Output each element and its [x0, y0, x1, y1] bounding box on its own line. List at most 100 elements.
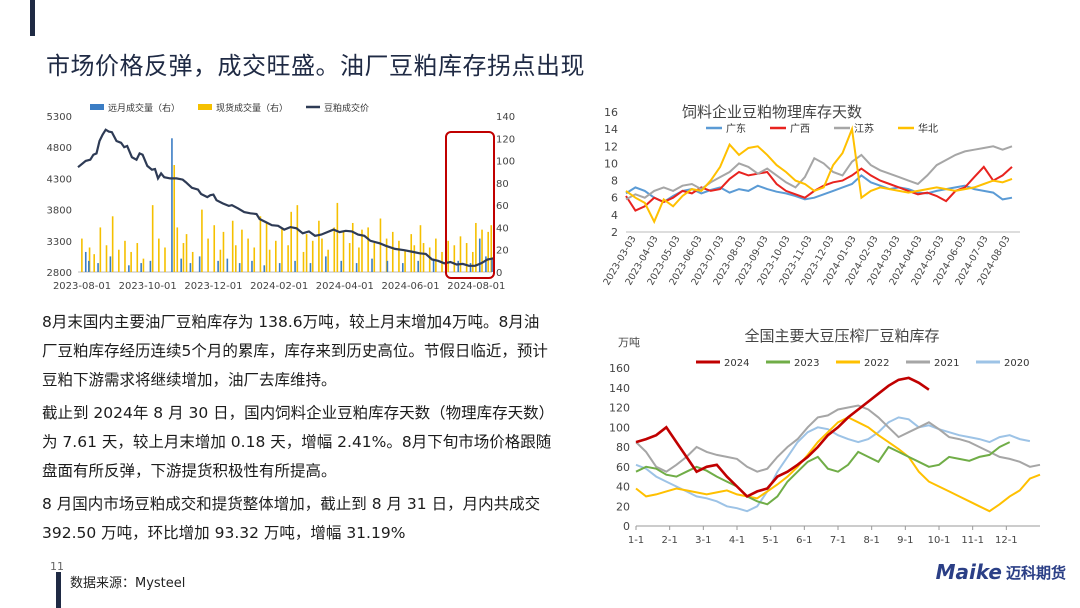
y-tick: 10	[604, 157, 618, 170]
bar-far	[128, 265, 130, 272]
bar-far	[457, 260, 460, 272]
y-right-tick: 0	[496, 268, 502, 279]
x-tick: 5-1	[762, 535, 778, 546]
bar-far	[198, 256, 201, 272]
bar-spot	[321, 238, 323, 272]
bar-spot	[358, 247, 360, 272]
legend-label: 2023	[794, 358, 819, 369]
x-tick: 9-1	[897, 535, 913, 546]
bar-far	[109, 256, 112, 272]
bar-far	[294, 260, 296, 272]
x-tick: 2023-10-01	[119, 281, 177, 292]
legend-label: 广西	[790, 123, 810, 135]
bar-spot	[234, 245, 237, 272]
legend-swatch	[90, 104, 104, 110]
x-tick: 2024-08-01	[447, 281, 505, 292]
bar-spot	[311, 240, 314, 272]
paragraph-feed-days: 截止到 2024年 8 月 30 日，国内饲料企业豆粕库存天数（物理库存天数）为…	[42, 404, 552, 480]
x-tick: 8-1	[863, 535, 879, 546]
bar-spot	[281, 227, 283, 272]
bar-spot	[268, 249, 271, 272]
x-tick: 2024-02-01	[250, 281, 308, 292]
y-tick: 6	[611, 192, 618, 205]
bar-spot	[419, 225, 422, 272]
bar-spot	[422, 243, 425, 272]
bar-far	[325, 256, 327, 272]
y-left-tick: 4300	[47, 174, 72, 185]
bar-spot	[361, 229, 363, 272]
bar-spot	[213, 225, 216, 272]
bar-spot	[158, 238, 160, 272]
y-right-tick: 140	[496, 112, 515, 123]
bar-far	[149, 260, 152, 272]
price-line	[77, 128, 494, 267]
y-tick: 4	[611, 209, 618, 222]
legend-label: 江苏	[854, 122, 874, 135]
legend-swatch	[198, 104, 212, 110]
accent-bar-bottom	[56, 572, 61, 608]
bar-far	[84, 251, 87, 272]
y-tick: 2	[611, 226, 618, 239]
bar-spot	[351, 222, 354, 272]
feed-inventory-days-chart: 饲料企业豆粕物理库存天数 广东 广西 江苏 华北 16 14 12 10 8 6 4 2 2023-03-…	[596, 96, 1030, 310]
y-right-tick: 60	[496, 201, 509, 212]
company-logo: Maike 迈科期货	[936, 560, 1066, 584]
y-tick: 20	[616, 500, 630, 513]
bar-spot	[105, 245, 108, 272]
soymeal-trade-chart: 远月成交量（右） 现货成交量（右） 豆粕成交价 5300 4800 4300 3800 330…	[42, 96, 542, 296]
bar-spot	[367, 227, 369, 272]
x-tick: 2024-04-01	[316, 281, 374, 292]
bar-spot	[185, 234, 188, 272]
bar-spot	[348, 243, 351, 272]
x-tick: 2024-06-01	[382, 281, 440, 292]
legend-label: 2022	[864, 358, 889, 369]
y-tick: 100	[609, 421, 630, 434]
bar-spot	[379, 218, 382, 272]
x-tick: 12-1	[995, 535, 1018, 546]
unit-label: 万吨	[618, 336, 640, 349]
paragraph-trade: 8 月国内市场豆粕成交和提货整体增加，截止到 8 月 31 日，月内共成交 39…	[42, 495, 541, 542]
bar-spot	[342, 231, 345, 272]
analysis-text: 8月末国内主要油厂豆粕库存为 138.6万吨，较上月末增加4万吨。8月油厂豆粕库…	[42, 308, 554, 552]
x-tick: 10-1	[928, 535, 951, 546]
bar-spot	[333, 227, 336, 272]
y-tick: 60	[616, 461, 630, 474]
bar-spot	[111, 216, 114, 272]
page-number: 11	[50, 560, 64, 573]
bar-spot	[327, 249, 329, 272]
bar-spot	[124, 240, 126, 272]
logo-text-cn: 迈科期货	[1005, 563, 1066, 582]
bar-spot	[253, 247, 256, 272]
x-tick: 2-1	[661, 535, 677, 546]
y-tick: 8	[611, 175, 618, 188]
bar-far	[355, 263, 358, 272]
accent-bar-top	[30, 0, 35, 36]
bar-spot	[398, 240, 400, 272]
page-title: 市场价格反弹，成交旺盛。油厂豆粕库存拐点出现	[46, 52, 585, 80]
y-tick: 40	[616, 481, 630, 494]
bar-far	[278, 263, 281, 272]
legend-label: 豆粕成交价	[324, 102, 369, 114]
bar-far	[469, 263, 472, 272]
y-right-tick: 120	[496, 134, 515, 145]
bar-spot	[142, 258, 145, 272]
y-right-tick: 80	[496, 179, 509, 190]
bar-spot	[151, 205, 154, 272]
bar-spot	[318, 220, 320, 272]
bar-far	[263, 265, 266, 272]
y-right-tick: 100	[496, 157, 515, 168]
bar-spot	[176, 227, 179, 272]
legend-label: 远月成交量（右）	[108, 102, 180, 114]
bar-far	[171, 138, 173, 272]
bar-spot	[274, 240, 277, 272]
legend-label: 现货成交量（右）	[216, 102, 288, 114]
series-line-2024	[635, 376, 930, 498]
y-right-tick: 40	[496, 223, 509, 234]
data-source: 数据来源：Mysteel	[70, 576, 186, 591]
bar-far	[226, 258, 229, 272]
paragraph-inventory: 8月末国内主要油厂豆粕库存为 138.6万吨，较上月末增加4万吨。8月油厂豆粕库…	[42, 313, 548, 389]
bar-spot	[219, 249, 222, 272]
bar-spot	[336, 202, 339, 272]
legend-label: 2021	[934, 358, 959, 369]
x-tick: 2023-08-01	[53, 281, 111, 292]
